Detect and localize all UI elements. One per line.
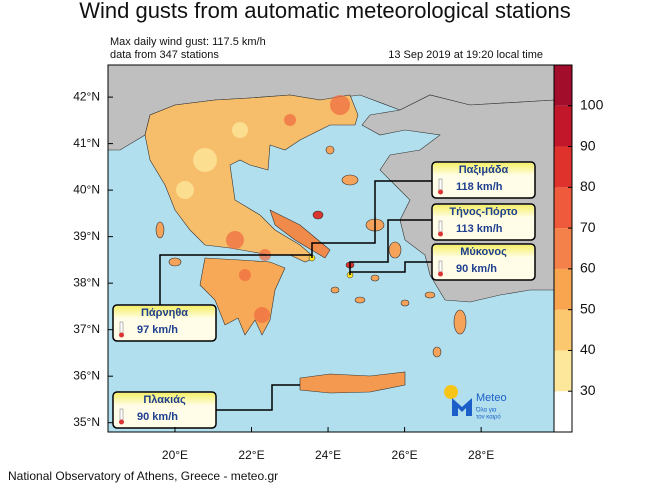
station-name: Μύκονος [460, 246, 507, 258]
logo-tagline: Όλα για [475, 408, 497, 414]
gauge-bulb [438, 271, 443, 277]
lon-tick-label: 28°E [468, 448, 494, 462]
gauge-bulb [438, 231, 443, 237]
colorbar-segment [554, 65, 572, 106]
lat-tick-label: 38°N [73, 275, 100, 289]
subtitle: data from 347 stations [110, 49, 219, 61]
logo-name: Meteo [476, 392, 507, 404]
lat-tick-label: 35°N [73, 415, 100, 429]
colorbar-tick-label: 60 [580, 260, 596, 276]
lat-tick-label: 41°N [73, 136, 100, 150]
station-name: Πάρνηθα [141, 307, 188, 319]
colorbar-tick-label: 40 [580, 341, 596, 357]
colorbar-segment [554, 105, 572, 147]
colorbar-tick-label: 50 [580, 300, 596, 316]
gauge-bulb [119, 419, 124, 425]
colorbar-segment [554, 146, 572, 188]
lat-tick-label: 42°N [73, 89, 100, 103]
islands [155, 145, 467, 358]
connectors [159, 180, 432, 411]
crete [299, 371, 406, 394]
calm-patches [176, 122, 248, 199]
timestamp: 13 Sep 2019 at 19:20 local time [388, 49, 543, 61]
lon-tick-label: 20°E [162, 448, 188, 462]
lon-tick-label: 22°E [238, 448, 264, 462]
callout-header [433, 205, 534, 217]
gust-patches [226, 95, 350, 323]
station-gust: 113 km/h [456, 223, 503, 235]
logo: Meteo Όλα για τον καιρό [444, 385, 507, 421]
lat-tick-label: 40°N [73, 182, 100, 196]
colorbar-segment [554, 187, 572, 229]
logo-mark [452, 398, 472, 416]
callout-header [433, 163, 534, 175]
colorbar-segment [554, 228, 572, 269]
lat-tick-label: 37°N [73, 322, 100, 336]
gauge-bulb [438, 189, 443, 195]
station-name: Πλακιάς [143, 394, 186, 406]
logo-sun [444, 385, 458, 399]
footer: National Observatory of Athens, Greece -… [8, 469, 278, 483]
colorbar-segment [554, 309, 572, 351]
colorbar-tick-label: 90 [580, 137, 596, 153]
callouts: Παξιμάδα 118 km/h Τήνος-Πόρτο 113 km/h Μύκον… [112, 161, 536, 429]
colorbar-segment [554, 350, 572, 392]
colorbar-segment [554, 268, 572, 310]
station-name: Τήνος-Πόρτο [449, 206, 517, 218]
greece-mainland [144, 94, 359, 263]
station-gust: 90 km/h [137, 411, 178, 423]
colorbar-frame [553, 64, 573, 433]
euboea [269, 209, 331, 259]
callout-header [433, 245, 534, 257]
station-gust: 97 km/h [137, 324, 178, 336]
colorbar-tick-label: 80 [580, 178, 596, 194]
gauge-bulb [119, 332, 124, 338]
station-name: Παξιμάδα [459, 164, 509, 176]
colorbar-tick-label: 100 [580, 96, 604, 112]
lon-tick-label: 24°E [315, 448, 341, 462]
title: Wind gusts from automatic meteorological… [79, 0, 571, 23]
colorbar-tick-label: 70 [580, 219, 596, 235]
colorbar-segment [554, 391, 572, 432]
colorbar-tick-label: 30 [580, 382, 596, 398]
lat-tick-label: 39°N [73, 229, 100, 243]
colorbar: 30 40 50 60 70 80 90 100 [553, 64, 604, 433]
logo-tagline: τον καιρό [476, 414, 501, 421]
station-gust: 90 km/h [456, 263, 497, 275]
callout-header [114, 393, 215, 405]
subtitle: Max daily wind gust: 117.5 km/h [110, 36, 266, 48]
lon-tick-label: 26°E [392, 448, 418, 462]
station-gust: 118 km/h [456, 181, 503, 193]
callout-header [114, 306, 215, 318]
lat-tick-label: 36°N [73, 368, 100, 382]
